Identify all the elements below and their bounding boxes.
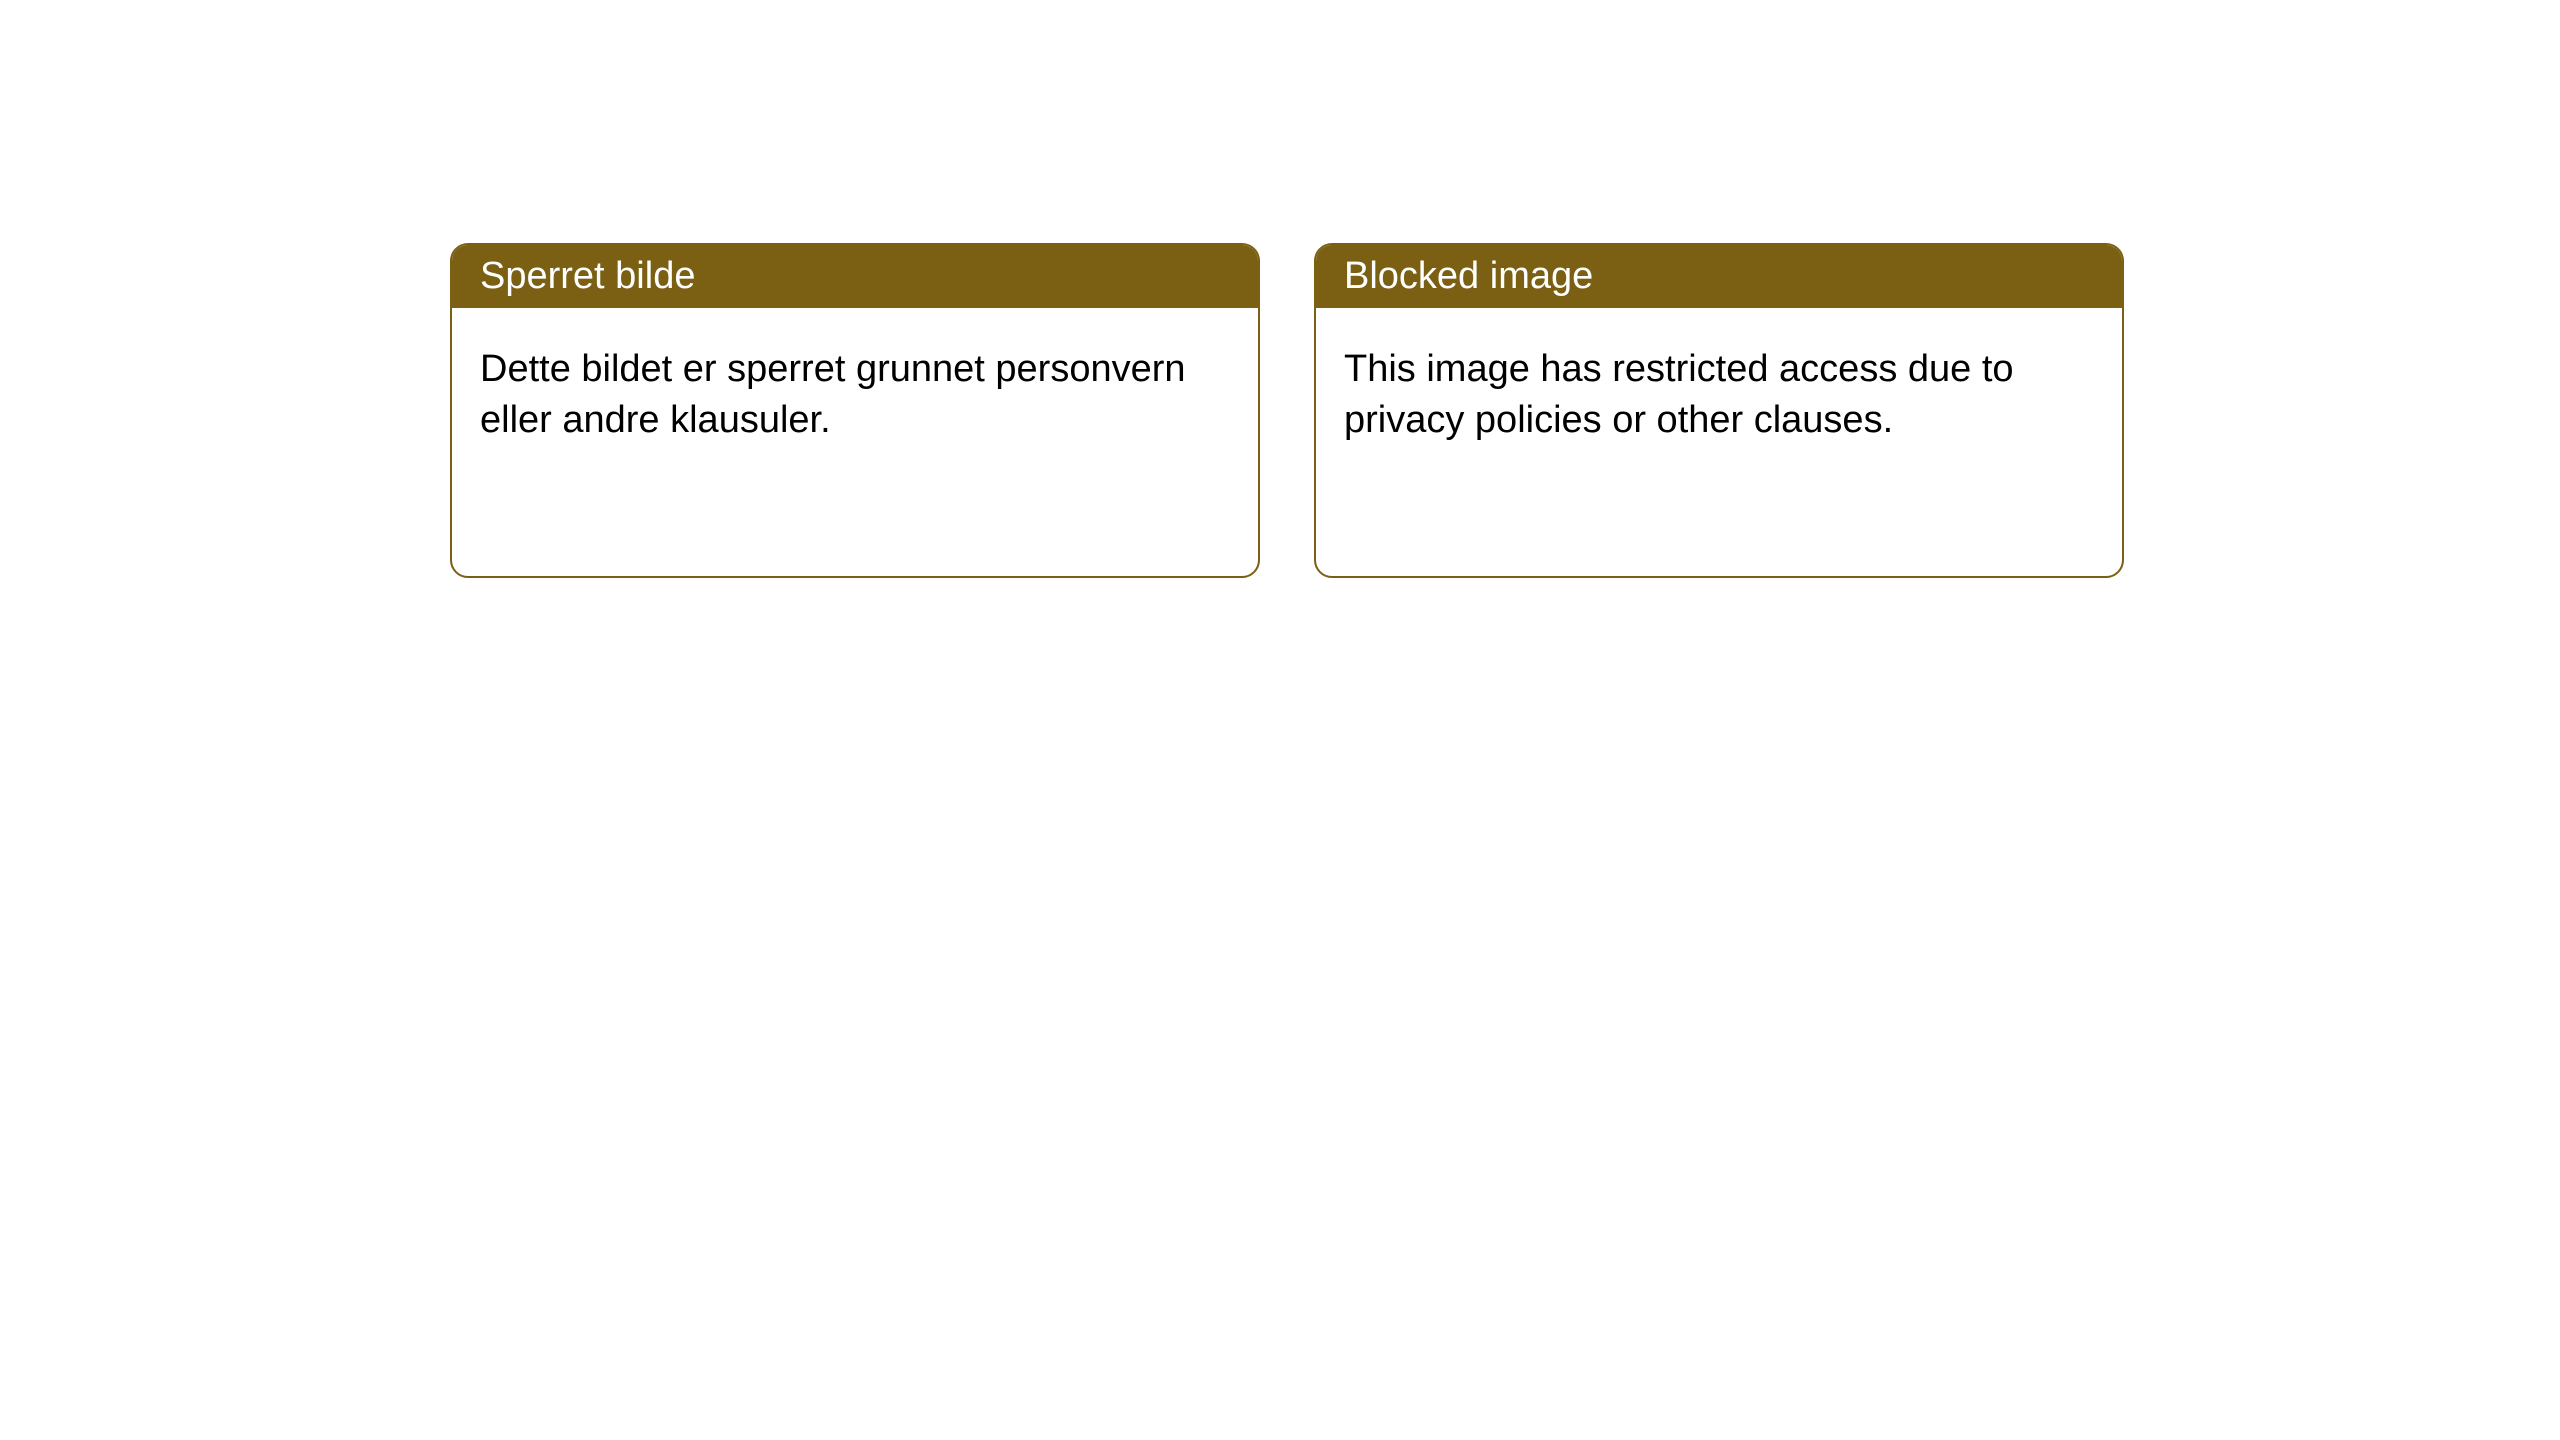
blocked-notice-body-no: Dette bildet er sperret grunnet personve…	[452, 308, 1258, 576]
blocked-notice-title-no: Sperret bilde	[452, 245, 1258, 308]
blocked-notice-card-no: Sperret bilde Dette bildet er sperret gr…	[450, 243, 1260, 578]
blocked-notice-title-en: Blocked image	[1316, 245, 2122, 308]
notice-container: Sperret bilde Dette bildet er sperret gr…	[0, 0, 2560, 578]
blocked-notice-body-en: This image has restricted access due to …	[1316, 308, 2122, 576]
blocked-notice-card-en: Blocked image This image has restricted …	[1314, 243, 2124, 578]
